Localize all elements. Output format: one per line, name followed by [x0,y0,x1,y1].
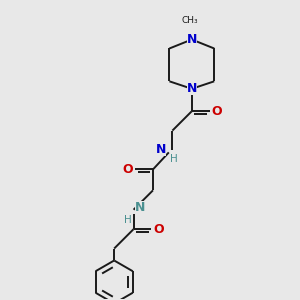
Text: O: O [122,163,133,176]
Text: H: H [124,214,131,224]
Text: N: N [187,82,197,95]
Text: N: N [155,143,166,156]
Text: O: O [212,105,223,118]
Text: N: N [187,33,197,46]
Text: O: O [154,223,164,236]
Text: N: N [135,201,146,214]
Text: H: H [170,154,178,164]
Text: CH₃: CH₃ [182,16,199,25]
